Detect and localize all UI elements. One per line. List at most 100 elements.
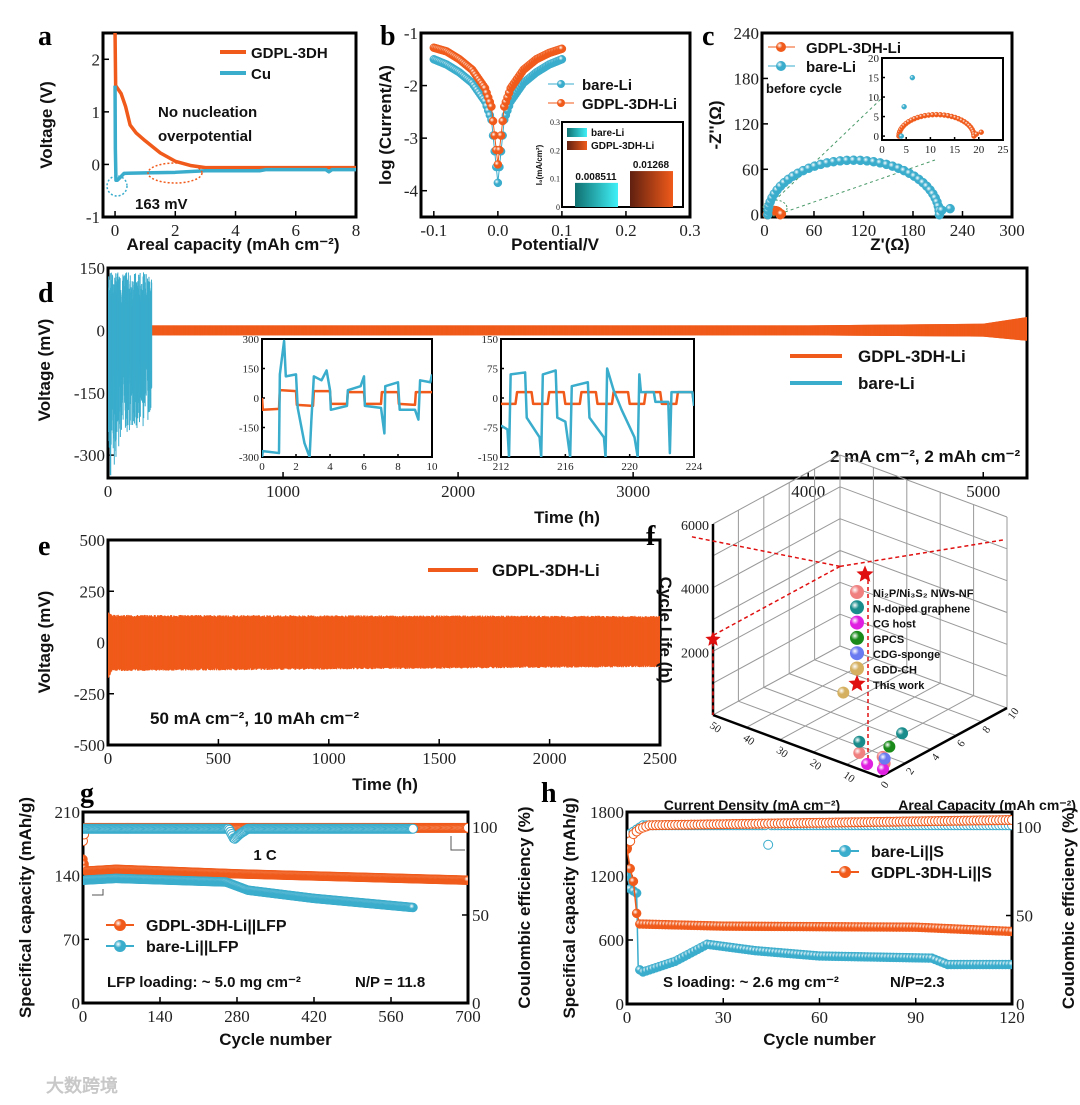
- b-data-point: [496, 131, 506, 140]
- c-inset-data-point: [898, 133, 905, 139]
- b-xtick-label: 0.3: [679, 221, 700, 240]
- g-ytick-label: 0: [72, 994, 81, 1013]
- d-inset-trace: [262, 339, 432, 457]
- b-data-point: [498, 116, 507, 126]
- f-legend-label: GDD-CH: [873, 665, 917, 677]
- f-grid-line: [738, 700, 906, 764]
- f-legend-label: CDG-sponge: [873, 649, 940, 661]
- f-data-point: [896, 727, 909, 740]
- panel-label-a: a: [38, 21, 52, 52]
- c-inset-plot-frame: [881, 57, 1004, 141]
- f-ytick-label: 4: [929, 751, 942, 763]
- panel-label-e: e: [38, 531, 50, 562]
- d-inset1-xtick-label: 10: [427, 461, 439, 473]
- f-grid-line: [839, 581, 1008, 645]
- b-xtick-label: 0.1: [551, 221, 572, 240]
- c-ytick-label: 240: [734, 24, 760, 43]
- d-inset1-ytick-label: 300: [243, 334, 260, 346]
- d-inset-trace: [501, 390, 694, 406]
- b-inset-bar: [630, 171, 673, 207]
- b-inset-legend-swatch: [567, 128, 587, 137]
- d-xtick-label: 0: [104, 482, 113, 501]
- f-data-point: [861, 757, 874, 770]
- d-inset2-ytick-label: 150: [482, 334, 499, 346]
- c-inset-xtick-label: 10: [925, 144, 937, 156]
- g-xtick-label: 560: [378, 1007, 404, 1026]
- b-inset-y-axis-title: I₀(mA/cm²): [535, 144, 544, 185]
- f-x-axis-title: Current Density (mA cm⁻²): [664, 797, 840, 813]
- c-ytick-label: 180: [734, 69, 760, 88]
- g-xtick-label: 0: [79, 1007, 88, 1026]
- f-grid-line: [839, 518, 1008, 582]
- f-grid-line: [712, 581, 841, 652]
- c-note: before cycle: [766, 81, 842, 96]
- a-xtick-label: 6: [292, 221, 301, 240]
- c-xtick-label: 240: [950, 221, 976, 240]
- b-legend-label: GDPL-3DH-Li: [582, 96, 677, 113]
- d-inset1-ytick-label: 0: [254, 393, 260, 405]
- f-projection-star: [705, 631, 721, 646]
- b-xtick-label: 0.2: [615, 221, 636, 240]
- d-inset1-xtick-label: 2: [293, 461, 299, 473]
- f-legend-marker: [850, 615, 864, 630]
- b-legend-label: bare-Li: [582, 77, 632, 94]
- a-highlight-ellipse: [147, 162, 203, 184]
- a-ytick-label: 0: [92, 155, 101, 174]
- a-xtick-label: 8: [352, 221, 361, 240]
- f-data-point: [837, 686, 850, 699]
- e-x-axis-title: Time (h): [352, 775, 418, 794]
- g-y2tick-label: 0: [472, 994, 481, 1013]
- a-ytick-label: 2: [92, 50, 101, 69]
- c-inset-xtick-label: 0: [879, 144, 885, 156]
- d-ytick-label: 150: [80, 259, 106, 278]
- g-xtick-label: 420: [301, 1007, 327, 1026]
- c-inset-data-point: [973, 131, 980, 137]
- d-legend-label: GDPL-3DH-Li: [858, 347, 966, 366]
- f-data-point: [853, 735, 866, 748]
- b-inset-bar-value: 0.01268: [633, 160, 670, 171]
- c-x-axis-title: Z'(Ω): [870, 235, 909, 254]
- f-grid-line: [839, 550, 1008, 613]
- f-grid-line: [839, 486, 1008, 550]
- a-annotation: 163 mV: [135, 196, 188, 213]
- g-ytick-label: 140: [55, 867, 81, 886]
- d-y-axis-title: Voltage (mV): [35, 319, 54, 422]
- b-plot-frame: [419, 31, 692, 219]
- c-legend-label: GDPL-3DH-Li: [806, 40, 901, 57]
- d-ytick-label: 0: [97, 321, 106, 340]
- g-ytick-label: 210: [55, 803, 81, 822]
- d-xtick-label: 5000: [966, 482, 1000, 501]
- b-xtick-label: 0.0: [487, 221, 508, 240]
- d-inset2-ytick-label: -75: [483, 423, 498, 435]
- b-inset-ytick-label: 0.2: [550, 146, 560, 155]
- c-ytick-label: 0: [751, 206, 760, 225]
- c-legend-label: bare-Li: [806, 59, 856, 76]
- c-xtick-label: 180: [900, 221, 926, 240]
- e-xtick-label: 1500: [422, 749, 456, 768]
- b-x-axis-title: Potential/V: [511, 235, 600, 254]
- a-x-axis-title: Areal capacity (mAh cm⁻²): [126, 235, 339, 254]
- f-ztick-label: 2000: [681, 646, 709, 661]
- e-legend-label: GDPL-3DH-Li: [492, 561, 600, 580]
- d-inset1-ytick-label: -150: [239, 423, 260, 435]
- d-inset1-ytick-label: 150: [243, 364, 260, 376]
- c-inset-xtick-label: 15: [949, 144, 961, 156]
- a-xtick-label: 2: [171, 221, 180, 240]
- f-data-point: [853, 746, 866, 759]
- b-inset-bar-value: 0.008511: [575, 172, 617, 183]
- f-legend-marker: [850, 585, 864, 599]
- d-inset2-ytick-label: 75: [487, 364, 499, 376]
- b-inset-legend-swatch: [567, 141, 587, 150]
- b-ytick-label: -4: [404, 182, 419, 201]
- f-legend-star: [848, 674, 866, 692]
- c-xtick-label: 60: [805, 221, 822, 240]
- f-ytick-label: 6: [955, 738, 968, 750]
- panel-label-d: d: [38, 278, 54, 309]
- e-ytick-label: 0: [97, 634, 106, 653]
- c-data-point: [945, 203, 955, 214]
- a-xtick-label: 4: [231, 221, 240, 240]
- c-inset-xtick-label: 5: [903, 144, 909, 156]
- g-xtick-label: 700: [455, 1007, 481, 1026]
- f-y-axis: [879, 706, 1008, 779]
